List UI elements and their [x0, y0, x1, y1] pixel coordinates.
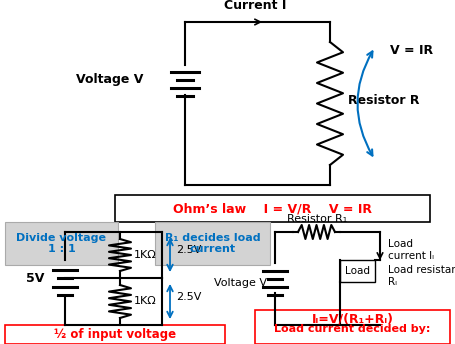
Text: Load current decided by:: Load current decided by:: [274, 324, 431, 334]
Text: Resistor R₁: Resistor R₁: [288, 214, 348, 224]
FancyBboxPatch shape: [115, 195, 430, 222]
Text: Voltage V: Voltage V: [76, 74, 144, 86]
Text: Voltage V: Voltage V: [214, 278, 267, 288]
Text: ½ of input voltage: ½ of input voltage: [54, 328, 176, 341]
Text: 5V: 5V: [26, 271, 44, 284]
Text: Iₗ=V/(R₁+Rₗ): Iₗ=V/(R₁+Rₗ): [312, 312, 394, 325]
Text: Current I: Current I: [224, 0, 286, 12]
FancyBboxPatch shape: [340, 260, 375, 282]
FancyBboxPatch shape: [5, 325, 225, 344]
Text: Divide voltage
1 : 1: Divide voltage 1 : 1: [16, 233, 106, 254]
Text: R₁ decides load
current: R₁ decides load current: [165, 233, 260, 254]
Text: Resistor R: Resistor R: [348, 94, 420, 107]
FancyBboxPatch shape: [155, 222, 270, 265]
Text: V = IR: V = IR: [390, 43, 433, 56]
Text: 1KΩ: 1KΩ: [134, 297, 157, 307]
Text: Ohm’s law    I = V/R    V = IR: Ohm’s law I = V/R V = IR: [173, 202, 372, 215]
Text: 1KΩ: 1KΩ: [134, 250, 157, 260]
Text: 2.5V: 2.5V: [176, 245, 202, 255]
Text: Load resistance
Rₗ: Load resistance Rₗ: [388, 265, 455, 287]
FancyBboxPatch shape: [255, 310, 450, 344]
Text: Load: Load: [345, 266, 370, 276]
FancyBboxPatch shape: [5, 222, 118, 265]
Text: 2.5V: 2.5V: [176, 291, 202, 301]
Text: Load
current Iₗ: Load current Iₗ: [388, 239, 434, 261]
